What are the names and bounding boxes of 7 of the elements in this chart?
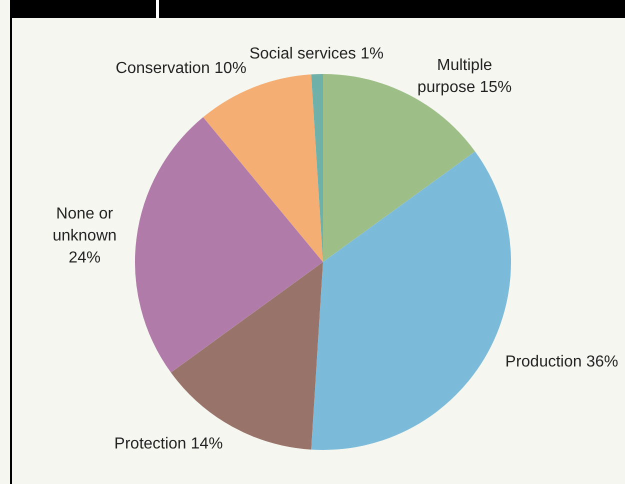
slice-label: Production 36%	[505, 354, 618, 371]
slice-label: Protection 14%	[114, 436, 223, 453]
slice-label: Conservation 10%	[116, 60, 246, 78]
data-label: 24%	[68, 249, 101, 266]
slice-label: None or unknown	[52, 205, 117, 244]
slice-label: Multiple purpose 15%	[417, 57, 512, 96]
slice-label: Social services 1%	[249, 46, 384, 63]
